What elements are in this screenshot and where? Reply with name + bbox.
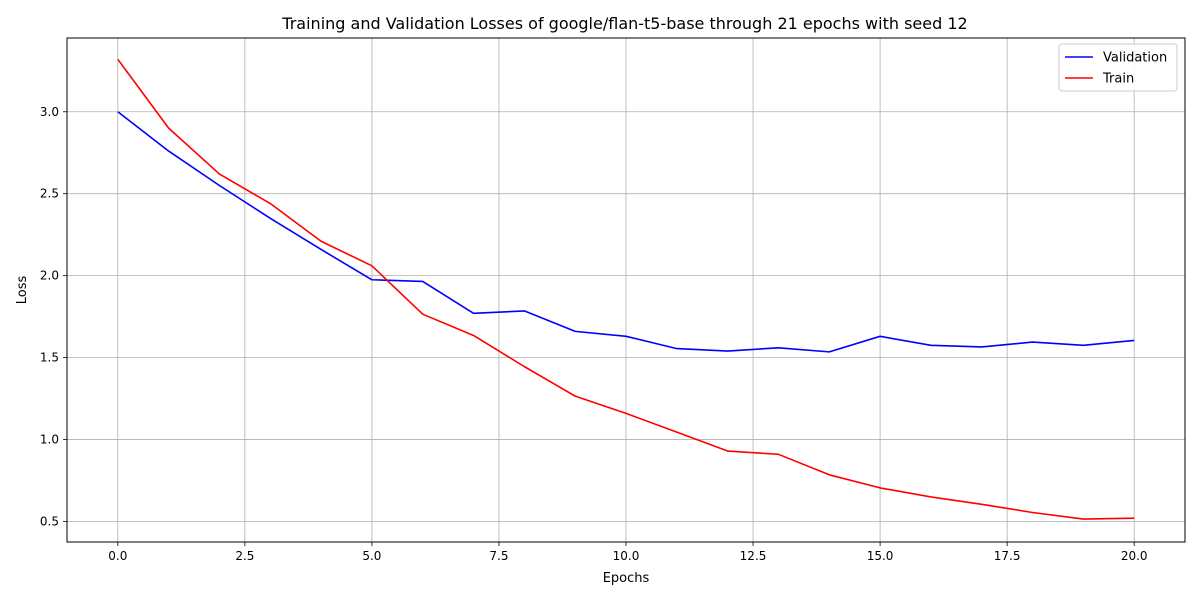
legend-box <box>1058 43 1178 92</box>
x-tick-label: 7.5 <box>489 549 508 563</box>
legend: Validation Train <box>1058 43 1178 92</box>
y-tick-label: 3.0 <box>40 105 59 119</box>
x-axis-ticks: 0.0 2.5 5.0 7.5 10.0 12.5 15.0 17.5 20.0 <box>108 542 1148 563</box>
y-tick-label: 2.5 <box>40 187 59 201</box>
series-lines <box>117 58 1135 520</box>
validation-series-line <box>117 111 1135 353</box>
x-tick-label: 2.5 <box>235 549 254 563</box>
x-tick-label: 0.0 <box>108 549 127 563</box>
grid-lines <box>67 38 1185 542</box>
train-series-line <box>117 58 1135 520</box>
chart-title: Training and Validation Losses of google… <box>281 14 967 33</box>
x-tick-label: 15.0 <box>867 549 894 563</box>
y-tick-label: 0.5 <box>40 515 59 529</box>
y-tick-label: 1.5 <box>40 351 59 365</box>
x-axis-label: Epochs <box>603 571 650 586</box>
legend-label-train: Train <box>1102 72 1134 87</box>
y-tick-label: 2.0 <box>40 269 59 283</box>
x-tick-label: 17.5 <box>994 549 1021 563</box>
x-tick-label: 12.5 <box>740 549 767 563</box>
y-axis-label: Loss <box>15 276 30 305</box>
x-tick-label: 10.0 <box>613 549 640 563</box>
y-axis-ticks: 0.5 1.0 1.5 2.0 2.5 3.0 <box>40 105 67 529</box>
x-tick-label: 5.0 <box>362 549 381 563</box>
legend-label-validation: Validation <box>1103 51 1167 66</box>
y-tick-label: 1.0 <box>40 433 59 447</box>
x-tick-label: 20.0 <box>1121 549 1148 563</box>
